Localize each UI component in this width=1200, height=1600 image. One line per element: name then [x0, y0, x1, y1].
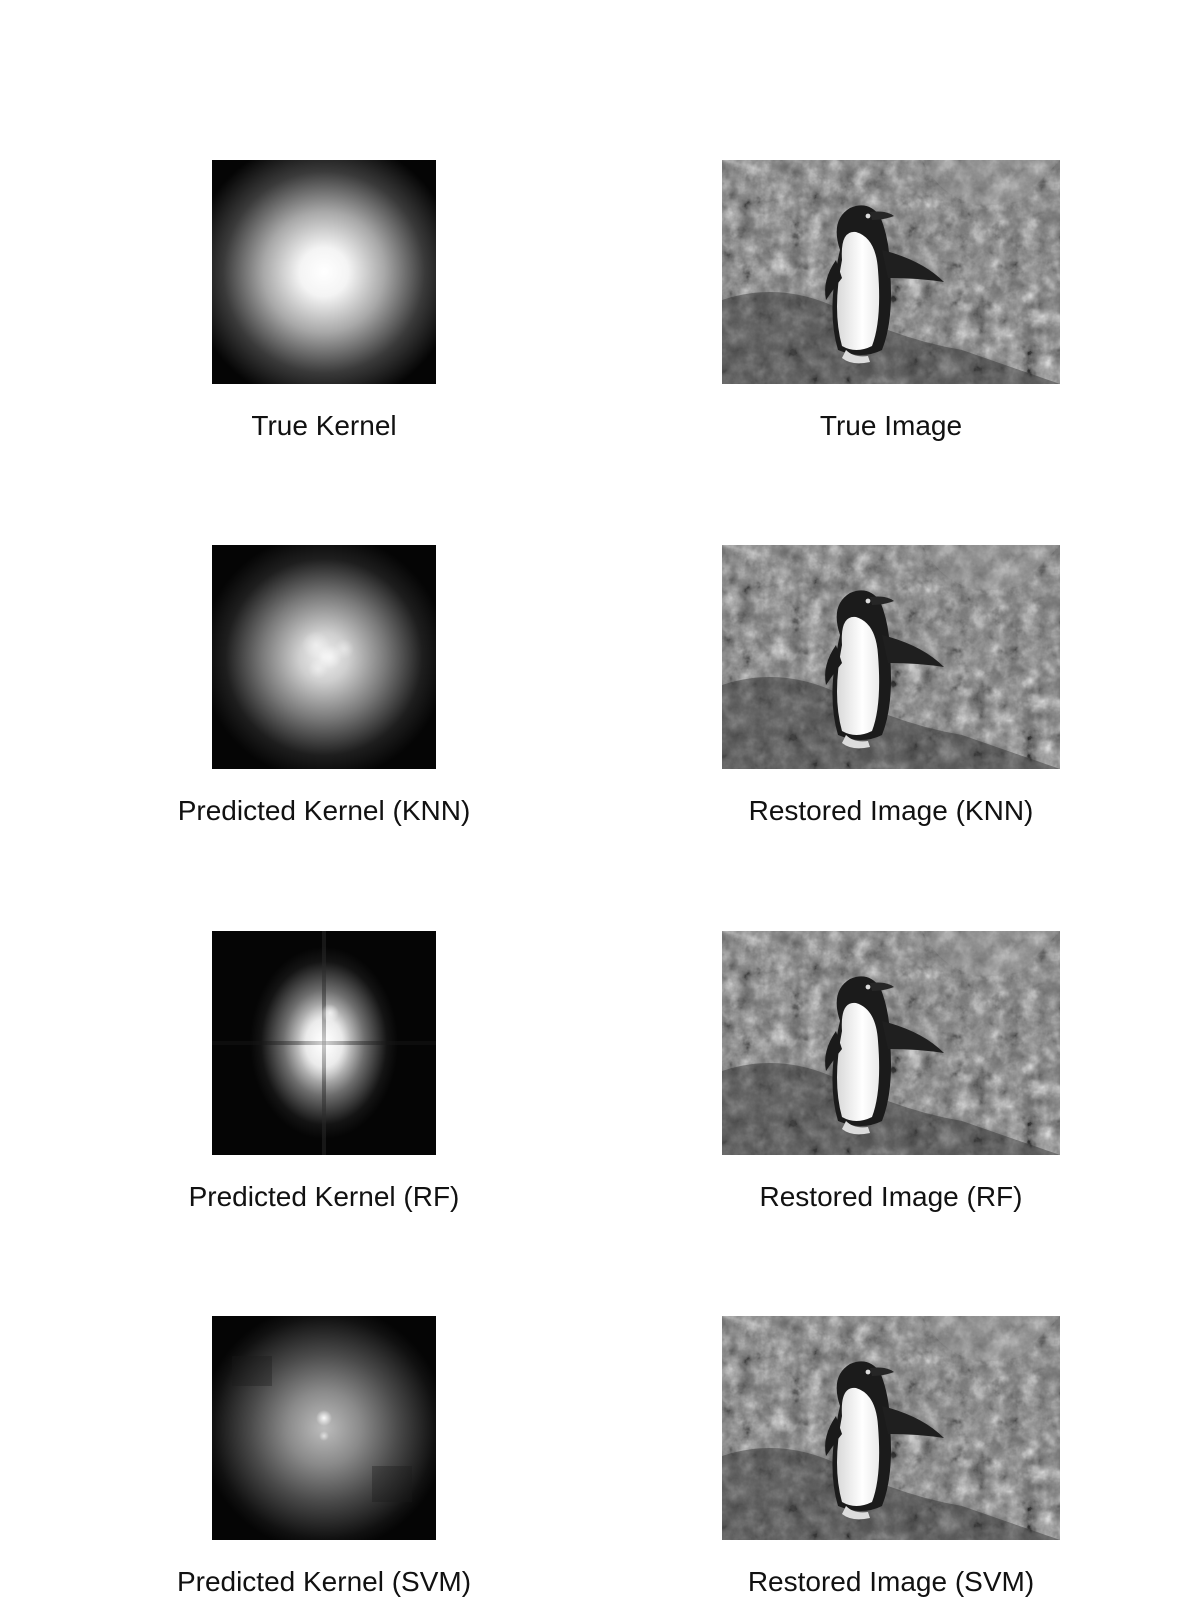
- svm-kernel-caption: Predicted Kernel (SVM): [176, 1566, 472, 1597]
- rf-kernel-image: [212, 931, 436, 1155]
- svm-restored-image: [722, 1316, 1060, 1540]
- knn-kernel-caption: Predicted Kernel (KNN): [177, 795, 471, 826]
- rf-image-caption: Restored Image (RF): [759, 1181, 1023, 1212]
- rf-kernel-caption: Predicted Kernel (RF): [188, 1181, 460, 1212]
- knn-image-caption: Restored Image (KNN): [748, 795, 1034, 826]
- true-penguin-image: [722, 160, 1060, 384]
- true-image-caption: True Image: [819, 410, 963, 441]
- svm-kernel-image: [212, 1316, 436, 1540]
- svm-image-caption: Restored Image (SVM): [747, 1566, 1035, 1597]
- true-kernel-image: [212, 160, 436, 384]
- true-kernel-caption: True Kernel: [251, 410, 397, 441]
- knn-kernel-image: [212, 545, 436, 769]
- rf-restored-image: [722, 931, 1060, 1155]
- knn-restored-image: [722, 545, 1060, 769]
